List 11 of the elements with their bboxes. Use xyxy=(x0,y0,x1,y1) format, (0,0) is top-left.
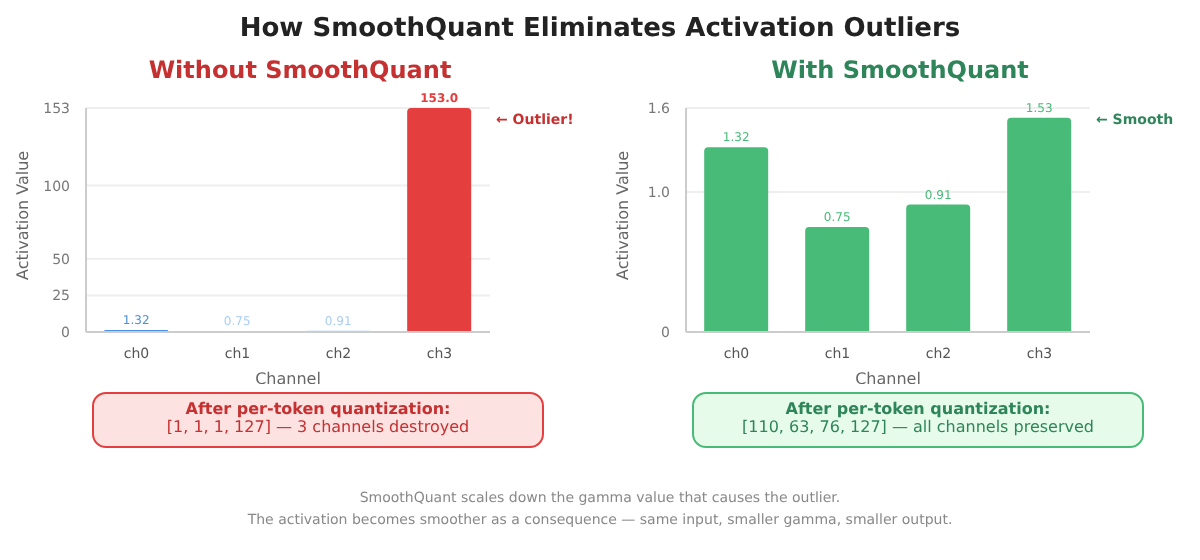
text: How SmoothQuant Eliminates Activation Outliers xyxy=(237,14,963,44)
y-axis-title: Activation Value xyxy=(613,150,632,280)
text: [1, 1, 1, 127] — 3 channels destroyed xyxy=(164,418,472,436)
x-axis-title: Channel xyxy=(255,370,321,388)
y-axis-title: Activation Value xyxy=(13,150,32,280)
text: [110, 63, 76, 127] — all channels preserved xyxy=(740,418,1096,436)
chart-subtitle: Without SmoothQuant xyxy=(146,56,454,88)
chart-title: With SmoothQuant xyxy=(769,56,1031,88)
text: After per-token quantization: xyxy=(783,400,1053,418)
x-axis-title: Channel xyxy=(855,370,921,388)
text: After per-token quantization: xyxy=(183,400,453,418)
